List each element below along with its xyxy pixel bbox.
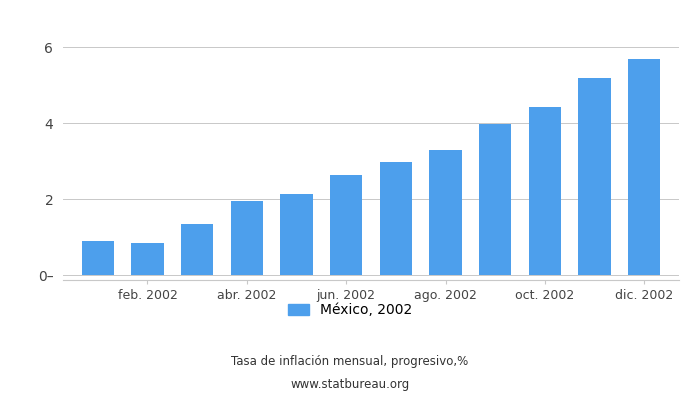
Bar (628, 59, 660, 276)
Bar (181, 224, 214, 276)
Bar (429, 150, 462, 276)
Bar (578, 78, 610, 276)
Bar (231, 200, 263, 276)
Bar (132, 244, 164, 276)
Text: www.statbureau.org: www.statbureau.org (290, 378, 410, 391)
Text: Tasa de inflación mensual, progresivo,%: Tasa de inflación mensual, progresivo,% (232, 356, 468, 368)
Bar (528, 107, 561, 276)
Bar (82, 241, 114, 276)
Bar (379, 162, 412, 276)
Bar (479, 124, 511, 276)
Bar (280, 194, 313, 276)
Legend: México, 2002: México, 2002 (282, 298, 418, 323)
Bar (330, 175, 363, 276)
